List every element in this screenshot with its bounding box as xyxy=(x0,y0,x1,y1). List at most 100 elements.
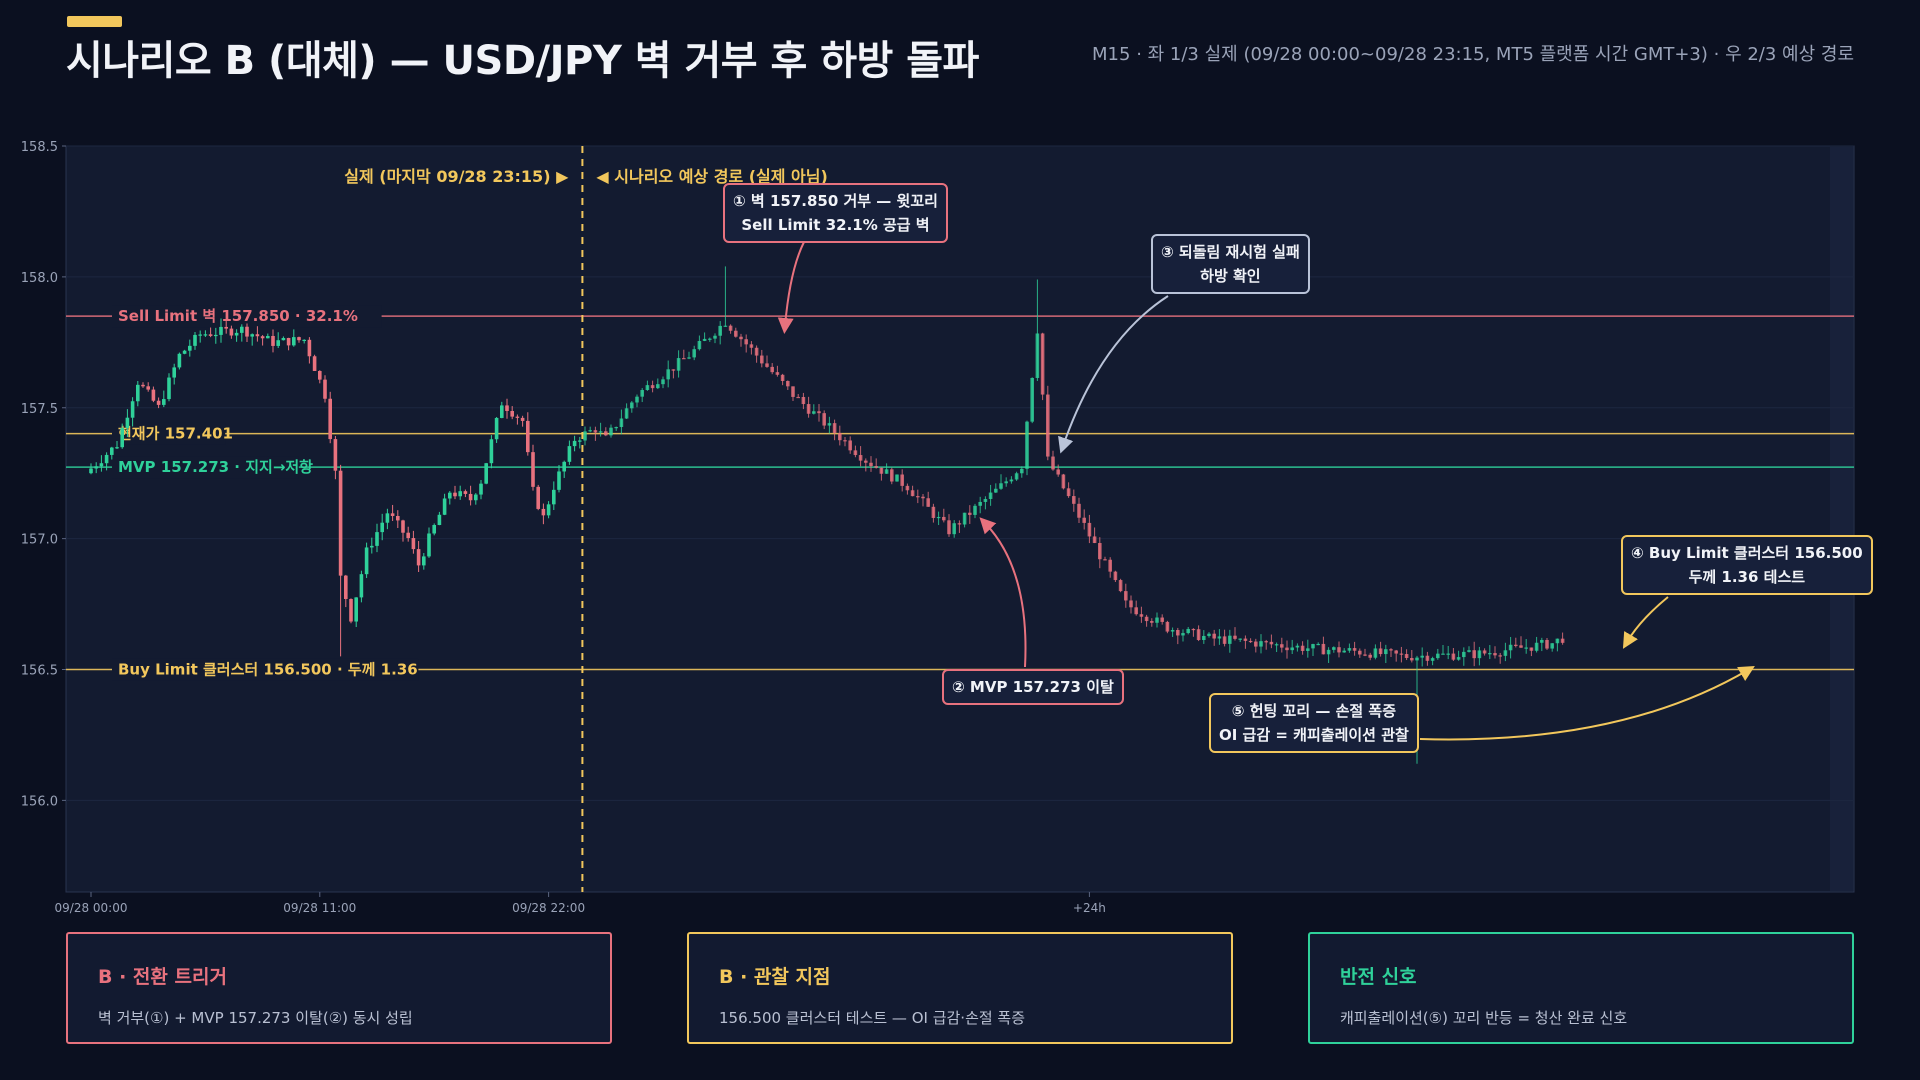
candle-body xyxy=(666,369,670,380)
candle-body xyxy=(1316,643,1320,646)
candle-body xyxy=(1040,333,1045,395)
candle-body xyxy=(650,385,655,389)
candle-body xyxy=(588,430,592,432)
candle-body xyxy=(1186,628,1190,634)
level-label: Sell Limit 벽 157.850 · 32.1% xyxy=(118,307,358,325)
candle-body xyxy=(858,455,863,461)
candle-body xyxy=(266,335,270,339)
candle-body xyxy=(541,508,546,516)
candle-body xyxy=(973,505,977,515)
candle-body xyxy=(1446,653,1450,655)
candle-body xyxy=(1545,639,1549,649)
annotation-a5-line2: OI 급감 = 캐피출레이션 관찰 xyxy=(1219,726,1409,744)
candle-body xyxy=(146,386,150,390)
candle-body xyxy=(1352,648,1357,651)
candle-body xyxy=(713,335,717,339)
y-axis: 158.5 158.0 157.5 157.0 156.5 156.0 xyxy=(21,140,66,809)
candle-body xyxy=(1202,635,1206,640)
arrow-a5 xyxy=(1419,665,1755,741)
candle-body xyxy=(1014,473,1019,480)
candle-body xyxy=(604,431,608,436)
candle-body xyxy=(1269,641,1274,645)
candle-body xyxy=(895,474,899,482)
candle-body xyxy=(463,491,468,494)
candle-body xyxy=(869,462,873,467)
candle-body xyxy=(188,345,192,351)
candle-body xyxy=(983,498,988,502)
candle-body xyxy=(1134,607,1138,615)
candle-body xyxy=(214,334,218,337)
candle-body xyxy=(1295,645,1300,648)
level-label-bg xyxy=(112,305,382,328)
candle-body xyxy=(1124,591,1128,601)
candle-body xyxy=(1415,657,1419,661)
candle-body xyxy=(1155,617,1159,623)
candle-body xyxy=(505,405,509,412)
candle-body xyxy=(619,418,624,428)
candle-body xyxy=(99,463,104,467)
candle-body xyxy=(1056,469,1060,475)
candle-body xyxy=(323,379,327,399)
level-label: Buy Limit 클러스터 156.500 · 두께 1.36 xyxy=(118,661,418,679)
candle-body xyxy=(760,355,764,364)
candle-body xyxy=(708,338,712,340)
annotation-wall-rejection: ① 벽 157.850 거부 — 윗꼬리 Sell Limit 32.1% 공급… xyxy=(723,183,948,243)
arrow-a2 xyxy=(979,517,1027,668)
x-tick-label: 09/28 11:00 xyxy=(283,901,356,915)
candle-body xyxy=(780,374,785,382)
split-label-actual: 실제 (마지막 09/28 23:15) ▶ xyxy=(344,167,569,186)
candle-body xyxy=(1358,650,1362,655)
split-marker: 실제 (마지막 09/28 23:15) ▶ ◀ 시나리오 예상 경로 (실제 … xyxy=(344,146,828,892)
candle-body xyxy=(1311,644,1315,649)
candle-body xyxy=(1306,648,1310,651)
candle-body xyxy=(1441,653,1445,655)
candle-body xyxy=(968,512,972,515)
candle-body xyxy=(864,460,868,463)
candle-body xyxy=(141,384,145,387)
candle-body xyxy=(110,447,114,455)
candle-body xyxy=(411,538,416,550)
candle-body xyxy=(442,498,447,515)
candle-body xyxy=(874,466,878,468)
candle-body xyxy=(89,468,93,474)
candle-body xyxy=(697,340,702,350)
split-label-projected: ◀ 시나리오 예상 경로 (실제 아님) xyxy=(596,167,827,186)
grid-layer xyxy=(66,145,1854,801)
candle-body xyxy=(910,490,915,497)
candle-body xyxy=(583,431,587,441)
candle-body xyxy=(338,470,343,576)
candle-body xyxy=(380,522,384,533)
card-trigger-title: B · 전환 트리거 xyxy=(98,966,227,988)
candle-body xyxy=(1191,628,1196,631)
candle-body xyxy=(947,520,951,535)
candle-body xyxy=(510,411,514,417)
card-watch-point: B · 관찰 지점 156.500 클러스터 테스트 — OI 급감·손절 폭증 xyxy=(687,932,1233,1044)
candle-body xyxy=(422,556,426,566)
price-levels: Sell Limit 벽 157.850 · 32.1% 현재가 157.401 M… xyxy=(66,305,1854,681)
x-tick-label: +24h xyxy=(1073,901,1106,915)
candle-body xyxy=(1300,645,1305,651)
candle-body xyxy=(687,357,691,359)
candle-body xyxy=(437,514,442,526)
annotation-arrows xyxy=(777,241,1755,741)
candle-body xyxy=(1092,536,1097,544)
candle-body xyxy=(1181,633,1185,636)
candle-body xyxy=(526,420,530,453)
candle-body xyxy=(957,523,962,525)
candle-body xyxy=(843,440,847,442)
candle-body xyxy=(905,485,910,491)
annotation-a3-line1: ③ 되돌림 재시험 실패 xyxy=(1161,243,1300,261)
candle-body xyxy=(812,411,816,414)
candle-body xyxy=(962,512,967,525)
candle-body xyxy=(1030,377,1034,422)
candle-body xyxy=(661,379,665,385)
annotation-retest-fail: ③ 되돌림 재시험 실패 하방 확인 xyxy=(1151,234,1310,294)
candle-body xyxy=(598,431,603,433)
candle-body xyxy=(1139,614,1144,617)
candle-body xyxy=(702,338,707,341)
candle-body xyxy=(1477,650,1482,659)
candle-body xyxy=(1332,647,1336,650)
x-tick-label: 09/28 22:00 xyxy=(512,901,585,915)
candle-body xyxy=(396,515,400,521)
candle-body xyxy=(822,413,826,426)
